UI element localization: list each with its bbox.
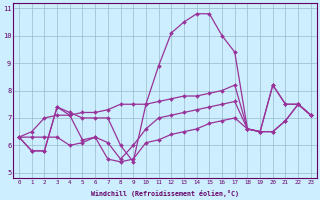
X-axis label: Windchill (Refroidissement éolien,°C): Windchill (Refroidissement éolien,°C): [91, 190, 239, 197]
